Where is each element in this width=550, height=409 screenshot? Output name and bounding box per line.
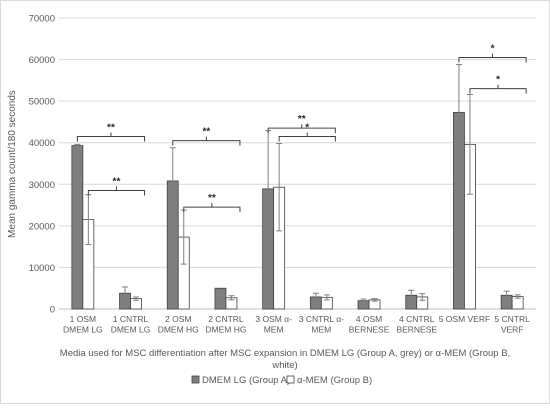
significance-bracket	[469, 88, 527, 94]
x-tick-label: 4 OSM	[356, 314, 382, 324]
significance-label: *	[496, 75, 500, 86]
y-tick-label: 70000	[29, 14, 55, 25]
y-tick-label: 10000	[29, 263, 55, 274]
x-axis-label-line-2: white)	[271, 360, 297, 371]
legend-label: DMEM LG (Group A)	[202, 375, 290, 386]
x-tick-label: DMEM HG	[205, 325, 246, 335]
bar-group-a	[71, 145, 84, 310]
significance-label: **	[208, 193, 216, 204]
x-axis-label-line-1: Media used for MSC differentiation after…	[60, 348, 510, 359]
significance-label: **	[298, 114, 306, 125]
x-tick-label: 3 CNTRL α-	[299, 314, 344, 324]
significance-label: *	[305, 122, 309, 133]
significance-label: **	[113, 177, 121, 188]
bars	[71, 111, 524, 310]
x-tick-label: MEM	[264, 325, 284, 335]
significance-label: **	[202, 127, 210, 138]
significance-annotations: *************	[76, 43, 527, 213]
y-axis-label: Mean gamma count/180 seconds	[7, 90, 18, 238]
x-tick-label: 3 OSM α-	[255, 314, 292, 324]
significance-bracket	[87, 190, 146, 196]
significance-bracket	[267, 127, 336, 134]
x-tick-label: DMEM LG	[63, 325, 103, 335]
x-tick-label: 2 OSM	[165, 314, 191, 324]
legend: DMEM LG (Group A) α-MEM (Group B)	[191, 375, 372, 386]
x-tick-label: 2 CNTRL	[208, 314, 244, 324]
x-tick-label: 4 CNTRL	[399, 314, 435, 324]
significance-bracket	[458, 56, 527, 63]
legend-label: α-MEM (Group B)	[297, 375, 372, 386]
y-tick-label: 50000	[29, 97, 55, 108]
x-tick-label: 5 CNTRL	[494, 314, 530, 324]
y-tick-label: 20000	[29, 221, 55, 232]
significance-label: *	[491, 43, 495, 54]
x-tick-label: BERNESE	[396, 325, 437, 335]
x-tick-label: BERNESE	[349, 325, 390, 335]
x-tick-label: DMEM HG	[158, 325, 199, 335]
y-tick-label: 30000	[29, 180, 55, 191]
y-tick-labels: 0 10000 20000 30000 40000 50000 60000 70000	[29, 14, 55, 316]
x-tick-label: MEM	[311, 325, 331, 335]
x-tick-label: DMEM LG	[111, 325, 151, 335]
x-tick-label: VERF	[501, 325, 524, 335]
bar-group-a	[214, 287, 227, 310]
significance-bracket	[278, 135, 336, 142]
x-tick-label: 1 OSM	[70, 314, 96, 324]
error-bars	[74, 64, 521, 303]
x-tick-label: 5 OSM VERF	[439, 314, 490, 324]
significance-bracket	[183, 206, 241, 213]
significance-bracket	[76, 135, 146, 142]
x-tick-label: 1 CNTRL	[113, 314, 149, 324]
significance-bracket	[172, 140, 241, 146]
y-tick-label: 60000	[29, 55, 55, 66]
legend-swatch	[286, 375, 295, 384]
legend-swatch	[191, 375, 200, 384]
significance-label: **	[107, 122, 115, 133]
y-tick-label: 0	[50, 305, 55, 316]
y-tick-label: 40000	[29, 138, 55, 149]
